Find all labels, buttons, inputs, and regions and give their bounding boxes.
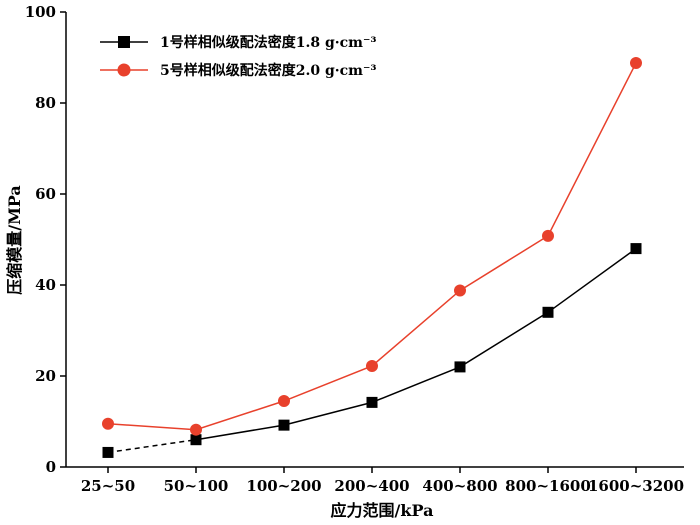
y-ticks: 0 20 40 60 80 100 (25, 3, 66, 476)
series-2-line (107, 62, 637, 431)
legend-entry-1: 1号样相似级配法密度1.8 g·cm⁻³ (100, 34, 377, 51)
series-2-point (102, 417, 114, 430)
y-tick-label: 40 (35, 276, 56, 294)
y-tick-label: 80 (35, 94, 56, 112)
legend-marker-1 (118, 36, 130, 48)
series-2-point (542, 229, 554, 242)
legend-marker-2 (117, 63, 131, 77)
series-2-point (278, 395, 290, 408)
series-1-point (102, 446, 114, 458)
x-tick-label: 400~800 (422, 477, 497, 495)
x-tick-label: 200~400 (334, 477, 409, 495)
y-tick-label: 20 (35, 367, 56, 385)
y-tick-label: 0 (46, 458, 56, 476)
series-2 (102, 56, 642, 436)
series-1-point (542, 306, 554, 318)
series-1-point (366, 396, 378, 408)
series-2-point (366, 359, 378, 372)
x-ticks: 25~50 50~100 100~200 200~400 400~800 800~1600… (81, 467, 684, 495)
x-tick-label: 100~200 (246, 477, 321, 495)
x-tick-label: 25~50 (81, 477, 135, 495)
legend-label-1: 1号样相似级配法密度1.8 g·cm⁻³ (160, 34, 377, 51)
series-2-point (454, 284, 466, 297)
legend-label-2: 5号样相似级配法密度2.0 g·cm⁻³ (160, 62, 377, 79)
x-axis-title: 应力范围/kPa (331, 501, 434, 520)
series-2-point (630, 56, 642, 69)
series-1 (102, 243, 642, 458)
x-tick-label: 1600~3200 (588, 477, 684, 495)
y-axis-title: 压缩模量/MPa (5, 185, 24, 295)
series-1-point (454, 361, 466, 373)
x-tick-label: 800~1600 (505, 477, 591, 495)
x-tick-label: 50~100 (164, 477, 229, 495)
legend: 1号样相似级配法密度1.8 g·cm⁻³ 5号样相似级配法密度2.0 g·cm⁻… (100, 34, 377, 79)
series-1-point (278, 419, 290, 431)
series-1-line (195, 247, 637, 441)
legend-entry-2: 5号样相似级配法密度2.0 g·cm⁻³ (100, 62, 377, 79)
series-1-dashed-segment (107, 438, 197, 454)
series-1-point (190, 434, 202, 446)
series-layer (102, 56, 642, 458)
y-tick-label: 60 (35, 185, 56, 203)
series-2-point (190, 423, 202, 436)
series-1-point (630, 243, 642, 255)
y-tick-label: 100 (25, 3, 56, 21)
axes (65, 12, 684, 468)
